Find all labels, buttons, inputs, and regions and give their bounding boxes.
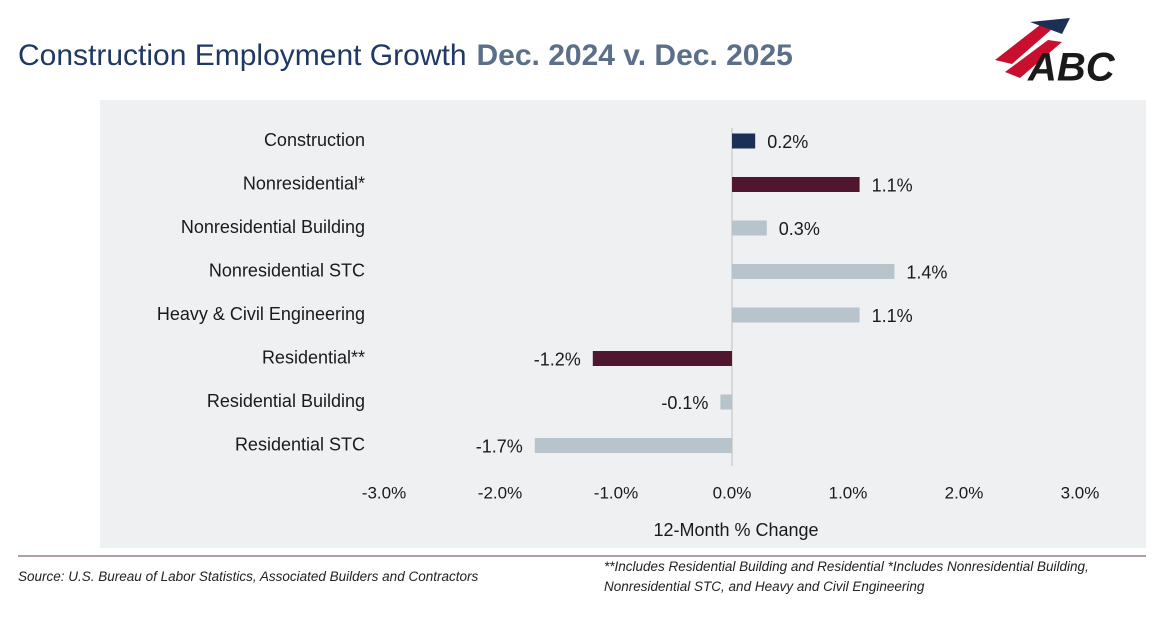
value-label: -1.7% (476, 436, 523, 456)
logo-stars (1030, 18, 1070, 34)
x-tick-label: 2.0% (945, 483, 984, 502)
logo: ABC (995, 18, 1116, 90)
logo-stripe (1005, 40, 1062, 78)
value-label: 0.3% (779, 219, 820, 239)
value-label: -0.1% (661, 393, 708, 413)
bar (534, 438, 732, 453)
x-tick-label: -3.0% (362, 483, 406, 502)
note: **Includes Residential Building and Resi… (604, 559, 1089, 594)
y-tick-label: Construction (264, 130, 365, 150)
bar (732, 264, 895, 279)
logo-stripe (995, 22, 1060, 64)
y-tick-label: Residential** (262, 347, 365, 367)
logo-text: ABC (1027, 46, 1116, 90)
plot-background (100, 100, 1146, 548)
y-tick-label: Residential STC (235, 434, 365, 454)
x-tick-label: 3.0% (1061, 483, 1100, 502)
value-label: 1.1% (872, 306, 913, 326)
value-label: -1.2% (534, 349, 581, 369)
y-tick-label: Heavy & Civil Engineering (157, 304, 365, 324)
x-tick-label: 1.0% (829, 483, 868, 502)
subtitle: Dec. 2024 v. Dec. 2025 (477, 39, 793, 72)
y-tick-label: Nonresidential Building (181, 217, 365, 237)
bar (732, 133, 756, 149)
x-tick-label: 0.0% (713, 483, 752, 502)
bar (720, 394, 732, 410)
source: Source: U.S. Bureau of Labor Statistics,… (18, 569, 479, 584)
bar (732, 307, 860, 323)
bar (732, 220, 767, 236)
bar (592, 351, 732, 366)
chart-title: Construction Employment Growth Dec. 2024 … (18, 39, 793, 72)
y-tick-label: Residential Building (207, 391, 365, 411)
value-label: 1.4% (906, 262, 947, 282)
y-tick-label: Nonresidential STC (209, 260, 365, 280)
value-label: 1.1% (872, 175, 913, 195)
value-label: 0.2% (767, 132, 808, 152)
x-tick-label: -2.0% (478, 483, 522, 502)
y-tick-label: Nonresidential* (243, 173, 365, 193)
title: Construction Employment Growth (18, 39, 467, 72)
x-tick-label: -1.0% (594, 483, 638, 502)
x-axis-title: 12-Month % Change (653, 520, 818, 540)
bar (732, 177, 860, 192)
